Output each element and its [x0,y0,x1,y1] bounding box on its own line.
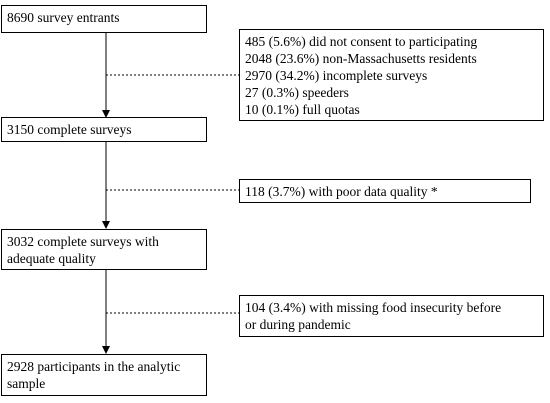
main-box-survey-entrants: 8690 survey entrants [1,5,207,33]
box-text-line: sample [7,376,46,391]
box-text-line: 118 (3.7%) with poor data quality * [245,184,438,199]
exclusion-box-initial: 485 (5.6%) did not consent to participat… [239,29,544,121]
box-text-line: 8690 survey entrants [7,10,120,25]
box-text-line: 2048 (23.6%) non-Massachusetts residents [245,51,477,66]
box-text-line: 2928 participants in the analytic [7,359,181,374]
box-text-line: 3150 complete surveys [7,122,132,137]
main-box-complete-surveys: 3150 complete surveys [1,117,207,142]
main-box-analytic-sample: 2928 participants in the analytic sample [1,354,207,396]
main-box-adequate-quality: 3032 complete surveys with adequate qual… [1,229,207,270]
exclusion-box-poor-quality: 118 (3.7%) with poor data quality * [239,179,531,203]
box-text-line: 2970 (34.2%) incomplete surveys [245,68,428,83]
exclusion-box-missing-food-insecurity: 104 (3.4%) with missing food insecurity … [239,295,544,337]
box-text-line: 10 (0.1%) full quotas [245,102,360,117]
box-text-line: 3032 complete surveys with [7,234,159,249]
box-text-line: 27 (0.3%) speeders [245,85,349,100]
box-text-line: 485 (5.6%) did not consent to participat… [245,34,478,49]
box-text-line: adequate quality [7,251,96,266]
box-text-line: 104 (3.4%) with missing food insecurity … [245,300,502,315]
box-text-line: or during pandemic [245,317,351,332]
